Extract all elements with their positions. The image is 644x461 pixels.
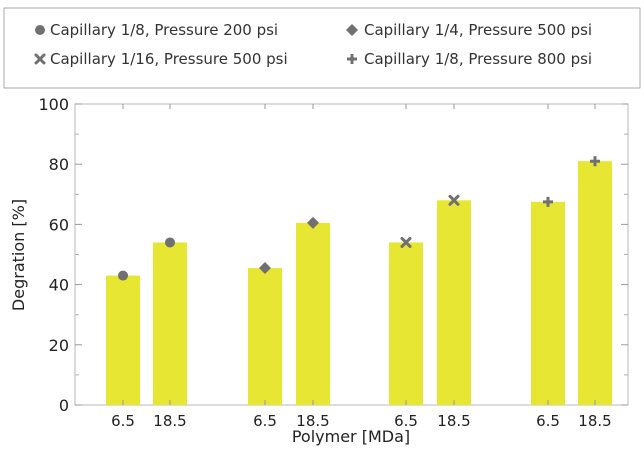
bar	[437, 200, 471, 405]
axes: 6.5 18.5 6.5 18.5 6.5 18.5 6.5 18.5 0 20 40 60 80 100	[38, 95, 628, 430]
bar	[531, 201, 565, 405]
legend-label: Capillary 1/8, Pressure 800 psi	[364, 50, 592, 68]
legend: Capillary 1/8, Pressure 200 psi Capillary…	[34, 21, 592, 68]
y-tick-label: 60	[49, 215, 69, 234]
x-axis-title: Polymer [MDa]	[292, 427, 410, 446]
bar	[106, 275, 140, 405]
markers	[118, 156, 600, 281]
y-tick-label: 0	[59, 396, 69, 415]
x-tick-label: 6.5	[536, 412, 560, 430]
data-marker	[118, 270, 128, 281]
legend-item: Capillary 1/16, Pressure 500 psi	[34, 50, 288, 68]
x-tick-label: 18.5	[578, 412, 611, 430]
y-tick-label: 100	[38, 95, 69, 114]
x-tick-label: 6.5	[111, 412, 135, 430]
legend-frame	[3, 7, 641, 89]
y-axis-title: Degration [%]	[9, 199, 28, 311]
x-tick-label: 6.5	[253, 412, 277, 430]
data-marker	[259, 262, 271, 275]
legend-marker	[347, 54, 357, 64]
legend-item: Capillary 1/8, Pressure 800 psi	[347, 50, 592, 68]
bar	[389, 242, 423, 405]
legend-marker	[346, 24, 358, 36]
x-tick-label: 6.5	[394, 412, 418, 430]
y-tick-label: 80	[49, 155, 69, 174]
x-tick-label: 18.5	[296, 412, 329, 430]
bar	[153, 242, 187, 405]
legend-label: Capillary 1/4, Pressure 500 psi	[364, 21, 592, 39]
legend-item: Capillary 1/4, Pressure 500 psi	[346, 21, 592, 39]
y-tick-label: 40	[49, 276, 69, 295]
data-marker	[448, 194, 460, 206]
data-marker	[307, 216, 319, 229]
x-tick-label: 18.5	[437, 412, 470, 430]
bar	[578, 161, 612, 405]
data-marker	[400, 236, 412, 248]
legend-label: Capillary 1/16, Pressure 500 psi	[50, 50, 288, 68]
legend-marker	[35, 25, 45, 35]
y-tick-label: 20	[49, 336, 69, 355]
bar	[296, 222, 330, 405]
legend-item: Capillary 1/8, Pressure 200 psi	[35, 21, 278, 39]
legend-marker	[34, 53, 46, 65]
bar	[248, 268, 282, 405]
bars	[106, 161, 612, 405]
data-marker	[165, 237, 175, 248]
data-marker	[590, 156, 600, 167]
x-tick-label: 18.5	[153, 412, 186, 430]
data-marker	[543, 196, 553, 207]
legend-label: Capillary 1/8, Pressure 200 psi	[50, 21, 278, 39]
